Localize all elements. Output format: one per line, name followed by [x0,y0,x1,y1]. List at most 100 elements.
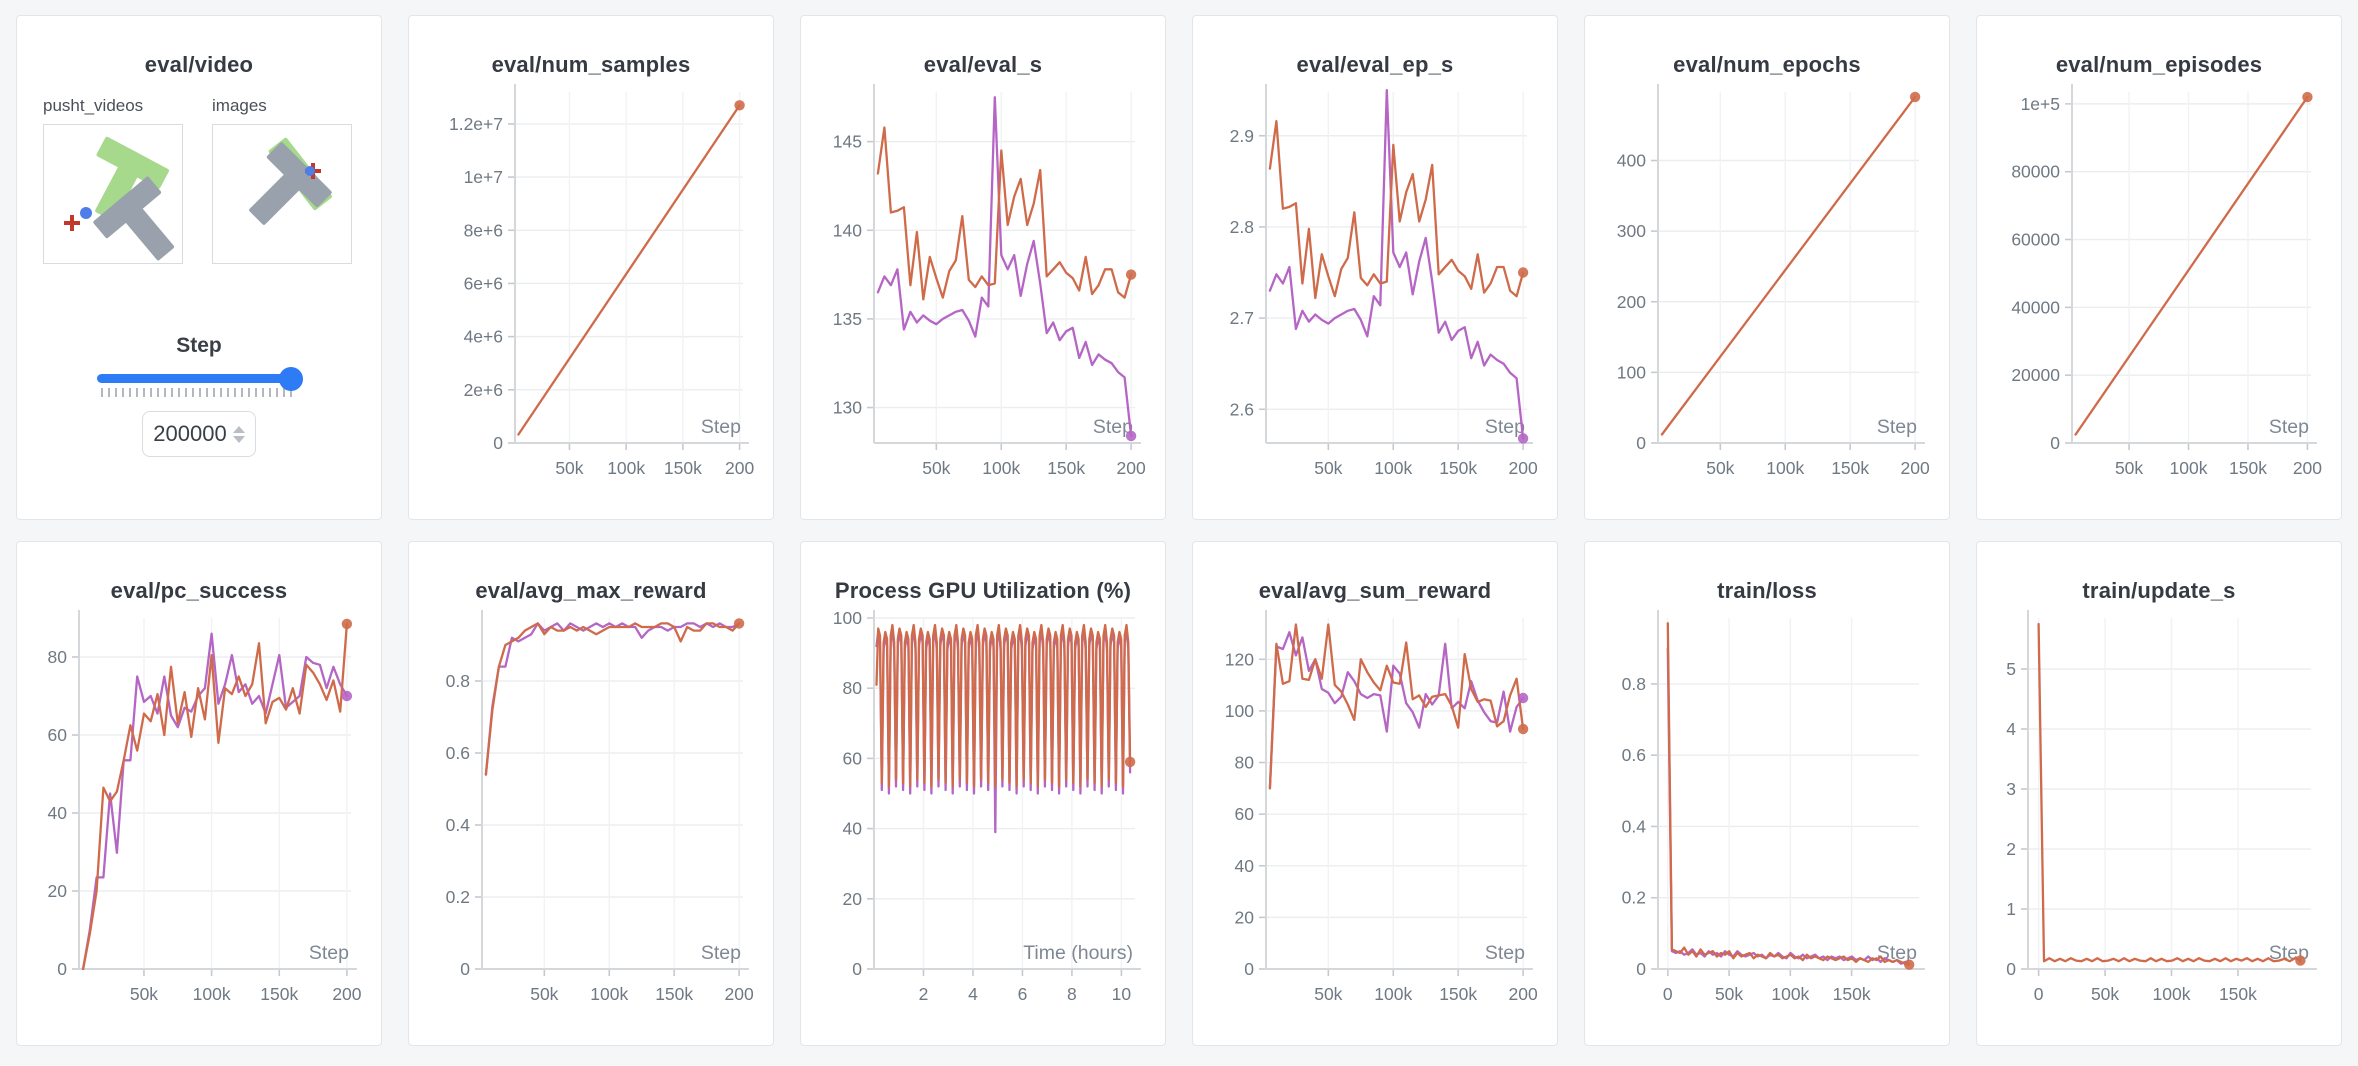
svg-text:100k: 100k [1771,984,1809,1004]
svg-text:200: 200 [332,984,361,1004]
decrement-icon[interactable] [232,435,245,443]
panel-process-gpu-utilization[interactable]: Process GPU Utilization (%) 0 20 40 60 80 100… [800,541,1166,1046]
svg-text:Step: Step [1093,416,1133,438]
chart-plot[interactable]: 2.6 2.7 2.8 2.9 50k 100k 150k 200 Step [1193,80,1557,515]
svg-text:120: 120 [1225,649,1254,669]
svg-text:150k: 150k [2229,458,2267,478]
svg-text:0.8: 0.8 [1622,674,1646,694]
chart-plot[interactable]: 0 20 40 60 80 100 120 50k 100k 150k 200 Step [1193,606,1557,1041]
svg-text:0: 0 [460,959,470,979]
svg-text:0: 0 [1663,984,1673,1004]
svg-text:0.8: 0.8 [446,671,470,691]
step-slider[interactable] [97,366,303,397]
svg-text:0.2: 0.2 [446,887,470,907]
chart-plot[interactable]: 0 100 200 300 400 50k 100k 150k 200 Step [1585,80,1949,515]
svg-text:140: 140 [833,220,862,240]
svg-text:60: 60 [1235,804,1255,824]
svg-text:10: 10 [1112,984,1132,1004]
svg-text:2.6: 2.6 [1230,399,1254,419]
chart-plot[interactable]: 0 0.2 0.4 0.6 0.8 50k 100k 150k 200 Step [409,606,773,1041]
panel-title: eval/eval_ep_s [1296,52,1454,77]
svg-text:4: 4 [968,984,978,1004]
svg-text:1: 1 [2006,899,2016,919]
svg-text:5: 5 [2006,659,2016,679]
svg-text:0.4: 0.4 [1622,816,1647,836]
svg-text:100k: 100k [590,984,628,1004]
svg-text:150k: 150k [1831,458,1869,478]
pusht-scene-icon [249,137,332,225]
panel-title: train/update_s [2082,578,2236,603]
panel-title: eval/eval_s [923,52,1043,77]
svg-text:200: 200 [725,984,754,1004]
svg-text:0.6: 0.6 [1622,745,1646,765]
panel-title: train/loss [1717,578,1817,603]
step-slider-thumb[interactable] [279,366,303,391]
panel-title: eval/avg_max_reward [475,578,707,603]
chart-plot[interactable]: 0 20000 40000 60000 80000 1e+5 50k 100k 150k 200 S… [1977,80,2341,515]
step-number-input[interactable]: 200000 [142,411,256,457]
chart-plot[interactable]: 130 135 140 145 50k 100k 150k 200 Step [801,80,1165,515]
svg-text:150k: 150k [664,458,702,478]
svg-text:0: 0 [1244,959,1254,979]
increment-icon[interactable] [232,425,245,433]
panel-train-update-s[interactable]: train/update_s 0 1 2 3 4 5 0 50k 100k 150k Step [1976,541,2342,1046]
svg-text:50k: 50k [2115,458,2143,478]
svg-text:Step: Step [701,416,741,438]
svg-text:Step: Step [309,942,349,964]
svg-text:200: 200 [1509,458,1538,478]
svg-text:2.8: 2.8 [1230,217,1254,237]
svg-text:50k: 50k [130,984,158,1004]
panel-eval-num-epochs[interactable]: eval/num_epochs 0 100 200 300 400 50k 100k 150k… [1584,15,1950,520]
panel-eval-num-samples[interactable]: eval/num_samples 0 2e+6 4e+6 6e+6 8e+6 1e+7 1.… [408,15,774,520]
svg-text:0: 0 [57,959,67,979]
panel-eval-avg-max-reward[interactable]: eval/avg_max_reward 0 0.2 0.4 0.6 0.8 50k 100k… [408,541,774,1046]
svg-text:0: 0 [2050,433,2060,453]
panel-title: eval/num_episodes [2055,52,2263,77]
panel-train-loss[interactable]: train/loss 0 0.2 0.4 0.6 0.8 0 50k 100k 150k Step [1584,541,1950,1046]
chart-plot[interactable]: 0 20 40 60 80 50k 100k 150k 200 Step [17,606,381,1041]
images-thumbnail[interactable] [212,124,352,264]
svg-text:40: 40 [843,819,863,839]
svg-text:0: 0 [2034,984,2044,1004]
chart-plot[interactable]: 0 20 40 60 80 100 2 4 6 8 10 Time (hours) [801,606,1165,1041]
svg-text:100: 100 [1617,362,1646,382]
svg-text:60: 60 [48,725,68,745]
svg-text:50k: 50k [1706,458,1734,478]
chart-plot[interactable]: 0 2e+6 4e+6 6e+6 8e+6 1e+7 1.2e+7 50k 100k 150k 20… [409,80,773,515]
step-slider-track[interactable] [97,366,303,391]
svg-text:150k: 150k [655,984,693,1004]
svg-text:100k: 100k [607,458,645,478]
svg-text:100: 100 [833,608,862,628]
svg-text:100k: 100k [1766,458,1804,478]
svg-text:200: 200 [1617,292,1646,312]
svg-text:100k: 100k [1374,984,1412,1004]
svg-text:Step: Step [1485,942,1525,964]
step-slider-label: Step [176,334,222,357]
stepper-arrows[interactable] [232,425,245,443]
panel-eval-eval-s[interactable]: eval/eval_s 130 135 140 145 50k 100k 150k 200 St… [800,15,1166,520]
step-value: 200000 [153,421,227,446]
svg-text:0: 0 [1636,433,1646,453]
svg-text:1.2e+7: 1.2e+7 [449,114,503,134]
svg-text:50k: 50k [555,458,583,478]
svg-text:80: 80 [1235,753,1255,773]
panel-eval-avg-sum-reward[interactable]: eval/avg_sum_reward 0 20 40 60 80 100 120 50k 10… [1192,541,1558,1046]
svg-text:Step: Step [1485,416,1525,438]
pusht-videos-thumbnail[interactable] [43,124,183,264]
svg-text:400: 400 [1617,151,1646,171]
svg-text:100: 100 [1225,701,1254,721]
svg-text:150k: 150k [260,984,298,1004]
panel-eval-eval-ep-s[interactable]: eval/eval_ep_s 2.6 2.7 2.8 2.9 50k 100k 150k 20… [1192,15,1558,520]
panel-eval-pc-success[interactable]: eval/pc_success 0 20 40 60 80 50k 100k 150k 200 S… [16,541,382,1046]
panel-title: Process GPU Utilization (%) [834,578,1132,603]
panel-eval-num-episodes[interactable]: eval/num_episodes 0 20000 40000 60000 80000 1… [1976,15,2342,520]
panel-eval-video[interactable]: eval/video pusht_videos [16,15,382,520]
svg-text:300: 300 [1617,221,1646,241]
target-cross-icon [64,215,80,231]
svg-text:4: 4 [2006,719,2016,739]
agent-dot-icon [80,207,92,219]
step-slider-ruler [101,388,297,397]
